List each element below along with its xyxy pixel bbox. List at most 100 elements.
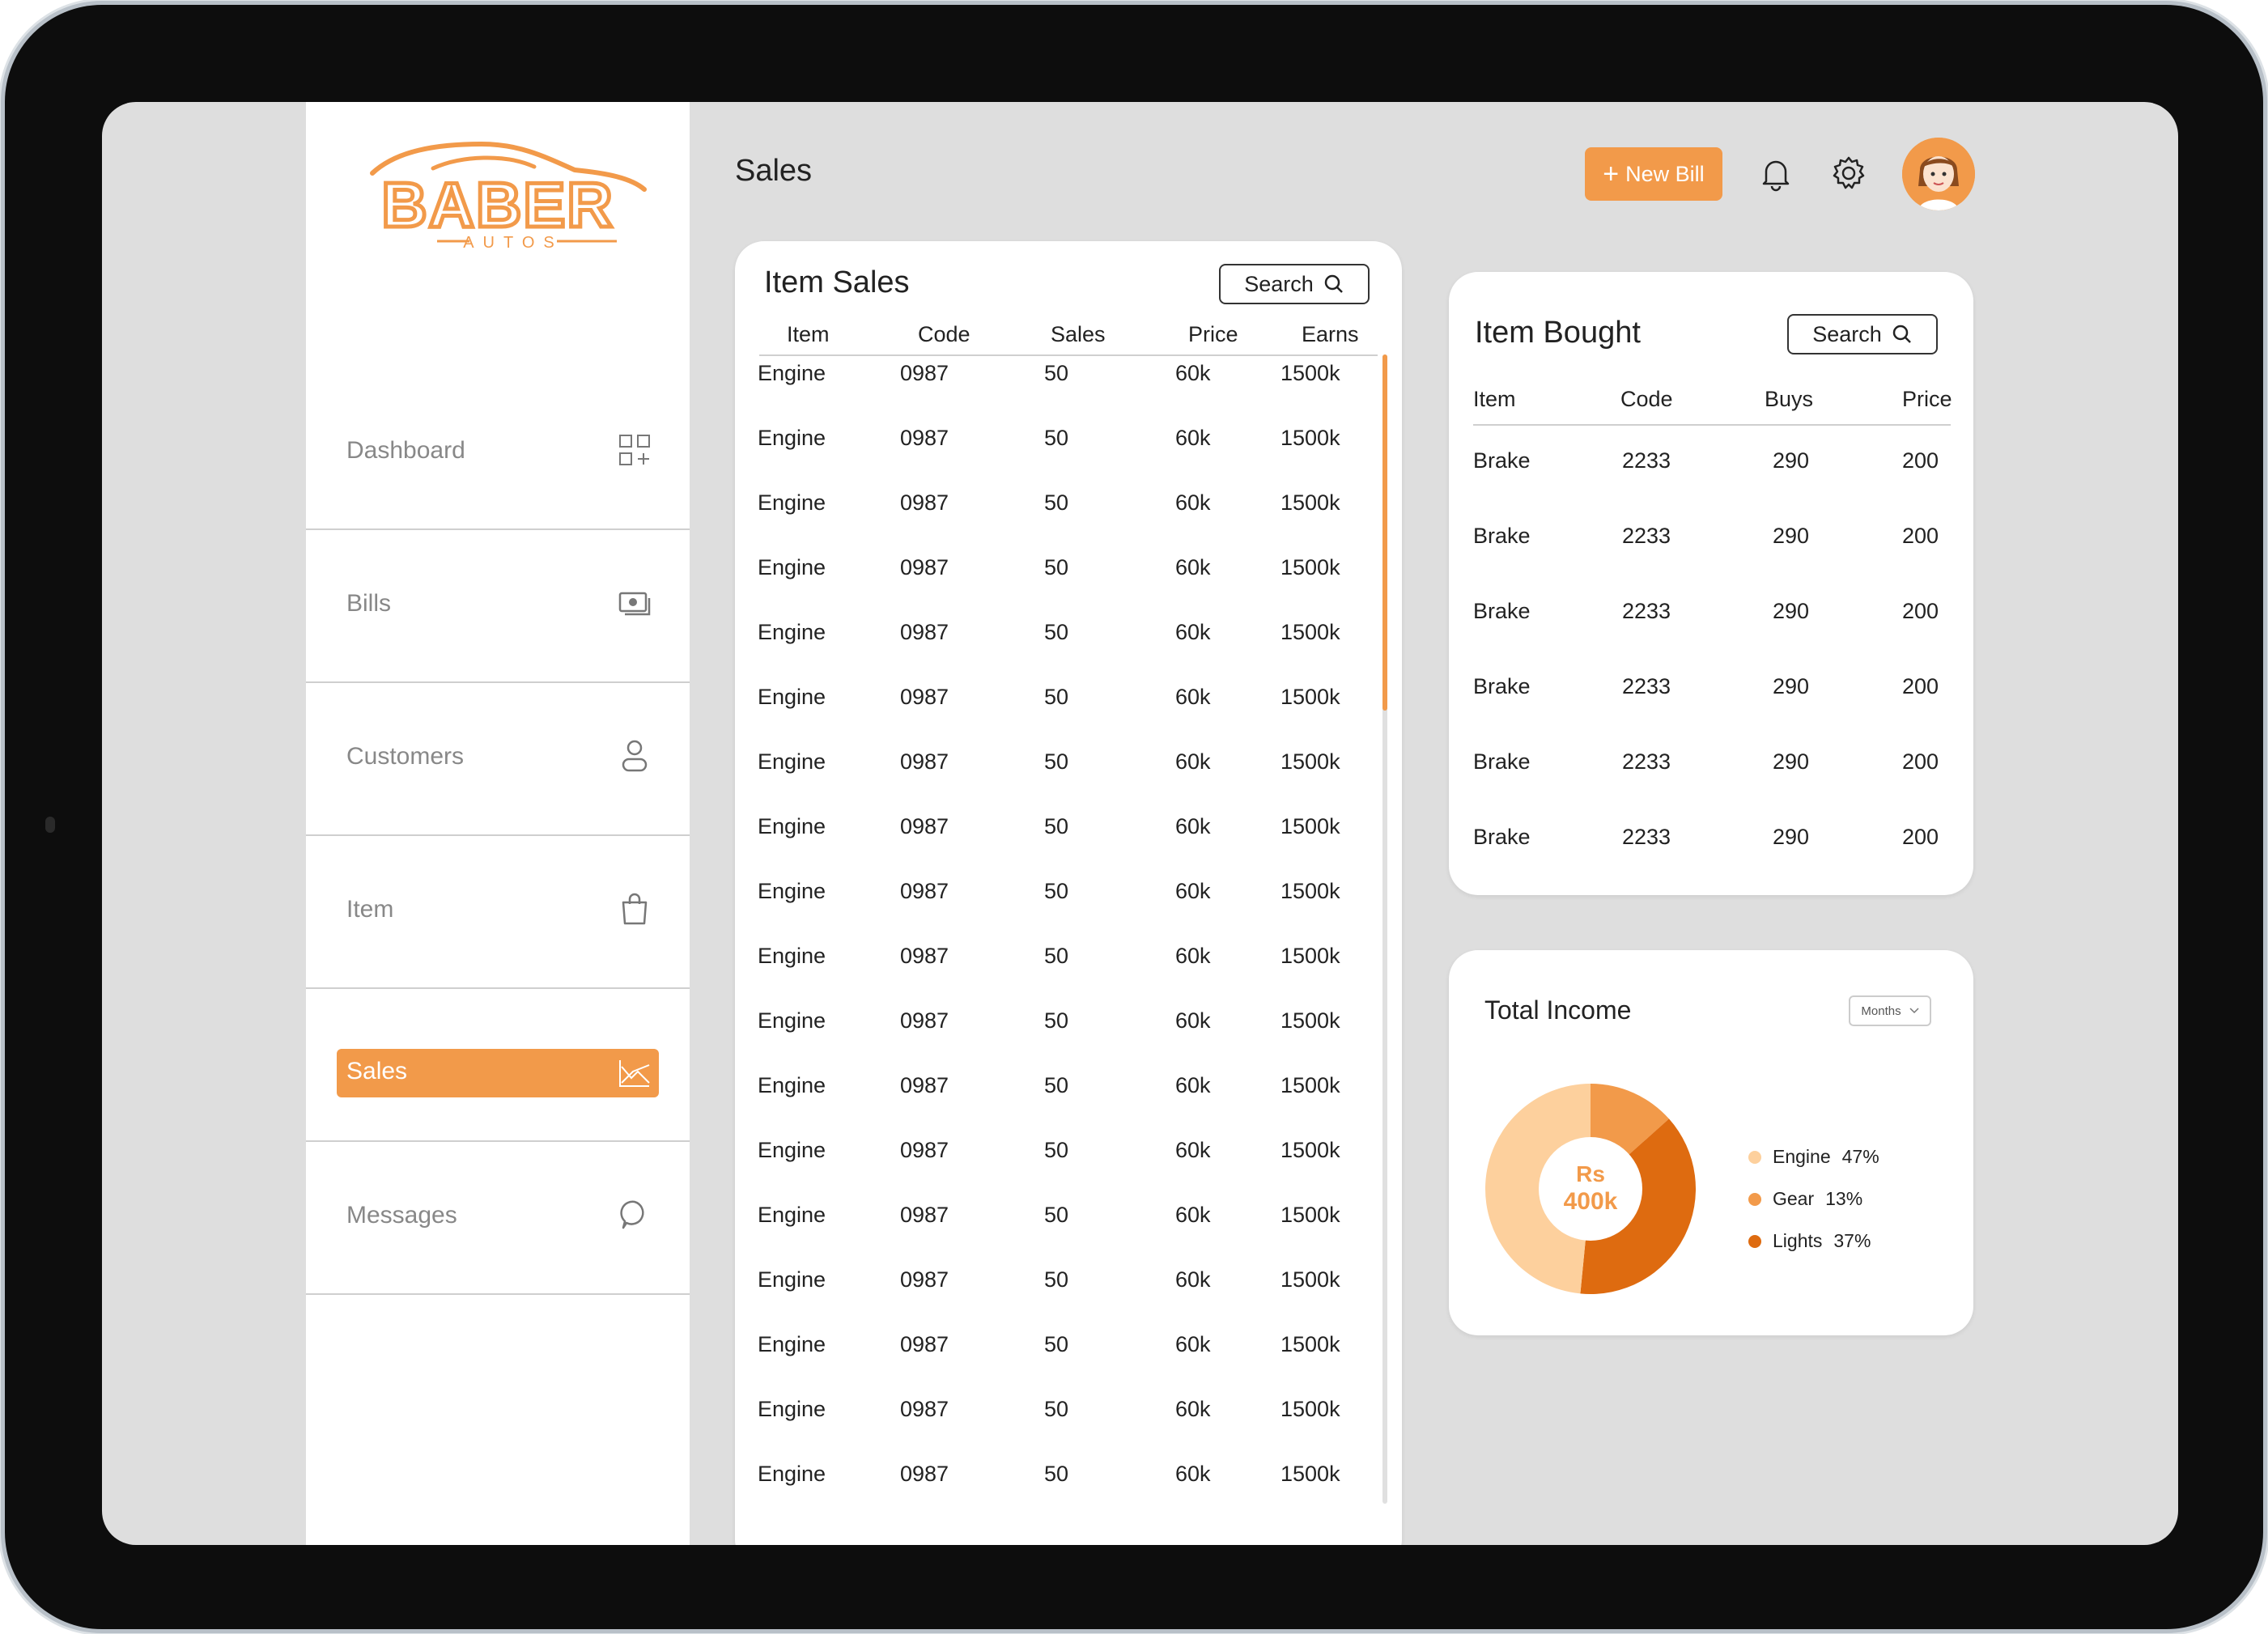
- gear-icon[interactable]: [1829, 154, 1868, 193]
- period-select[interactable]: Months: [1849, 995, 1931, 1026]
- table-cell: 60k: [1175, 1332, 1211, 1356]
- table-cell: 2233: [1622, 825, 1671, 849]
- table-cell: 0987: [900, 490, 949, 515]
- bill-icon: [618, 592, 651, 616]
- search-label: Search: [1244, 271, 1314, 296]
- legend-item-engine: Engine 47%: [1748, 1146, 1879, 1168]
- table-cell: 60k: [1175, 426, 1211, 450]
- table-cell: 60k: [1175, 879, 1211, 903]
- sidebar: BABER AUTOS Dashboard Bills: [306, 102, 690, 1545]
- table-cell: 0987: [900, 1462, 949, 1486]
- item-bought-search-button[interactable]: Search: [1787, 314, 1938, 354]
- brand-logo[interactable]: BABER AUTOS: [340, 136, 656, 252]
- legend-name: Lights: [1773, 1230, 1823, 1251]
- table-cell: 60k: [1175, 555, 1211, 579]
- period-select-value: Months: [1861, 1004, 1901, 1018]
- table-cell: 290: [1773, 448, 1810, 473]
- table-cell: Engine: [758, 944, 826, 968]
- table-cell: 1500k: [1281, 426, 1340, 450]
- table-cell: Engine: [758, 426, 826, 450]
- table-cell: 60k: [1175, 1138, 1211, 1162]
- table-cell: 1500k: [1281, 1267, 1340, 1292]
- table-cell: Engine: [758, 361, 826, 385]
- legend-pct: 37%: [1833, 1230, 1871, 1251]
- donut-center-currency: Rs: [1576, 1161, 1605, 1186]
- table-cell: Engine: [758, 1332, 826, 1356]
- table-cell: 50: [1044, 1397, 1069, 1421]
- table-cell: Brake: [1473, 674, 1531, 698]
- table-cell: 60k: [1175, 814, 1211, 838]
- table-cell: Engine: [758, 814, 826, 838]
- table-cell: 50: [1044, 749, 1069, 774]
- avatar[interactable]: [1902, 138, 1975, 210]
- table-cell: 1500k: [1281, 1008, 1340, 1033]
- item-sales-title: Item Sales: [764, 265, 910, 299]
- table-cell: 200: [1902, 448, 1939, 473]
- col-header-buys[interactable]: Buys: [1765, 387, 1814, 411]
- table-cell: 0987: [900, 879, 949, 903]
- new-bill-button[interactable]: + New Bill: [1585, 147, 1722, 201]
- table-cell: 0987: [900, 426, 949, 450]
- col-header-price[interactable]: Price: [1188, 322, 1238, 346]
- scrollbar-thumb[interactable]: [1382, 354, 1387, 711]
- col-header-earns[interactable]: Earns: [1302, 322, 1359, 346]
- sidebar-item-customers[interactable]: Customers: [306, 681, 690, 836]
- legend-dot-lights: [1748, 1234, 1761, 1248]
- sidebar-item-label: Customers: [346, 743, 465, 770]
- plus-icon: +: [1603, 159, 1620, 189]
- scrollbar-track[interactable]: [1382, 354, 1387, 1504]
- table-cell: Engine: [758, 490, 826, 515]
- legend-item-lights: Lights 37%: [1748, 1230, 1871, 1252]
- bell-icon[interactable]: [1756, 154, 1795, 193]
- table-cell: 50: [1044, 1073, 1069, 1097]
- col-header-item[interactable]: Item: [1473, 387, 1516, 411]
- table-cell: 290: [1773, 524, 1810, 548]
- search-icon: [1324, 274, 1343, 293]
- table-cell: 0987: [900, 1332, 949, 1356]
- legend-name: Gear: [1773, 1188, 1815, 1209]
- col-header-code[interactable]: Code: [1620, 387, 1673, 411]
- car-logo-icon: BABER AUTOS: [370, 141, 647, 252]
- table-cell: 200: [1902, 825, 1939, 849]
- legend-pct: 47%: [1841, 1146, 1879, 1167]
- table-cell: 60k: [1175, 1203, 1211, 1227]
- item-bought-title: Item Bought: [1475, 316, 1641, 350]
- table-cell: Engine: [758, 555, 826, 579]
- col-header-price[interactable]: Price: [1902, 387, 1952, 411]
- table-cell: 0987: [900, 361, 949, 385]
- table-cell: Engine: [758, 1462, 826, 1486]
- table-cell: 1500k: [1281, 1073, 1340, 1097]
- user-avatar-icon: [1902, 138, 1975, 210]
- table-cell: 1500k: [1281, 944, 1340, 968]
- table-cell: 60k: [1175, 944, 1211, 968]
- sidebar-item-bills[interactable]: Bills: [306, 528, 690, 683]
- donut-slice-engine[interactable]: [1484, 1084, 1591, 1294]
- table-cell: 290: [1773, 599, 1810, 623]
- table-cell: Engine: [758, 685, 826, 709]
- table-cell: 0987: [900, 1267, 949, 1292]
- chart-icon: [619, 1060, 650, 1087]
- col-header-sales[interactable]: Sales: [1051, 322, 1106, 346]
- legend-name: Engine: [1773, 1146, 1831, 1167]
- table-cell: 50: [1044, 426, 1069, 450]
- table-cell: 290: [1773, 825, 1810, 849]
- col-header-item[interactable]: Item: [787, 322, 830, 346]
- table-cell: Engine: [758, 1267, 826, 1292]
- active-indicator: [337, 1049, 659, 1097]
- sidebar-item-label: Dashboard: [346, 437, 465, 464]
- page-title: Sales: [735, 154, 813, 188]
- table-cell: 2233: [1622, 749, 1671, 774]
- sidebar-item-label: Sales: [346, 1058, 408, 1084]
- table-cell: 50: [1044, 1332, 1069, 1356]
- table-cell: 1500k: [1281, 555, 1340, 579]
- item-sales-search-button[interactable]: Search: [1219, 264, 1370, 304]
- sidebar-item-sales[interactable]: Sales: [306, 987, 690, 1142]
- col-header-code[interactable]: Code: [918, 322, 970, 346]
- item-bought-card: Item Bought Search Item Code Buys Price …: [1449, 272, 1973, 895]
- sidebar-item-dashboard[interactable]: Dashboard: [306, 376, 690, 530]
- sidebar-item-item[interactable]: Item: [306, 834, 690, 989]
- svg-text:AUTOS: AUTOS: [463, 234, 563, 249]
- table-cell: 0987: [900, 1203, 949, 1227]
- sidebar-item-messages[interactable]: Messages: [306, 1140, 690, 1295]
- table-cell: Engine: [758, 879, 826, 903]
